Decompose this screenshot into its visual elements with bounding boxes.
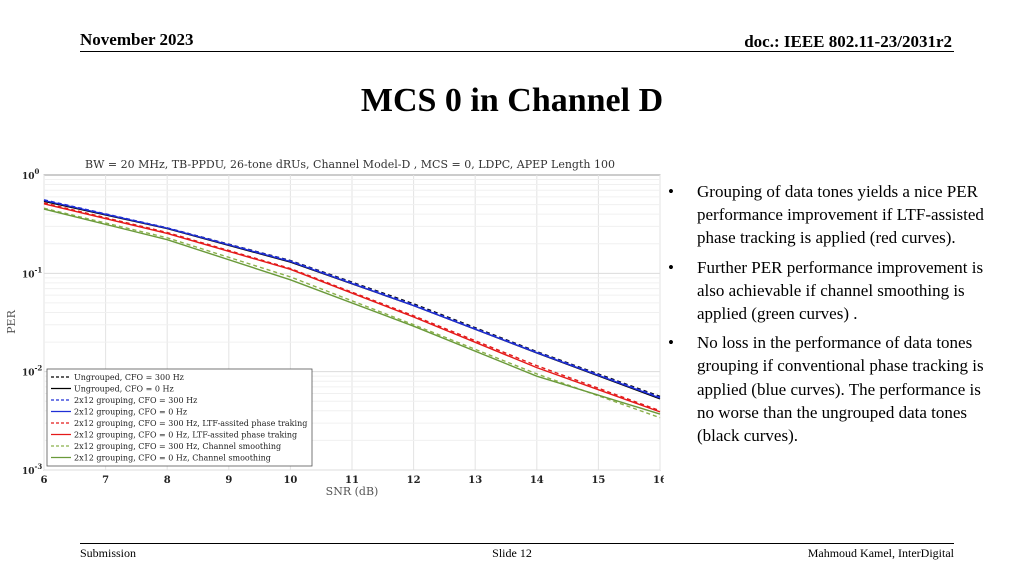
x-axis-ticks: 6 7 8 9 10 11 12 13 14 15 16 xyxy=(41,475,664,486)
x-tick-label: 12 xyxy=(407,475,421,486)
x-tick-label: 10 xyxy=(283,475,297,486)
series-line xyxy=(43,207,661,419)
x-tick-label: 15 xyxy=(591,475,605,486)
bullet-marker: • xyxy=(668,333,674,353)
bullet-item: • No loss in the performance of data ton… xyxy=(668,331,998,447)
header-date: November 2023 xyxy=(80,30,194,49)
bullet-marker: • xyxy=(668,182,674,201)
legend-label: 2x12 grouping, CFO = 0 Hz, Channel smoot… xyxy=(74,454,271,463)
y-axis-label: PER xyxy=(5,309,18,333)
legend: Ungrouped, CFO = 300 Hz Ungrouped, CFO = … xyxy=(46,368,313,467)
y-tick-label: 10-2 xyxy=(22,364,42,379)
x-tick-label: 11 xyxy=(345,475,359,486)
legend-label: 2x12 grouping, CFO = 300 Hz xyxy=(74,396,197,405)
x-tick-label: 13 xyxy=(468,475,482,486)
bullet-item: • Grouping of data tones yields a nice P… xyxy=(668,180,998,250)
bullet-text: No loss in the performance of data tones… xyxy=(697,333,984,446)
x-tick-label: 8 xyxy=(164,475,171,486)
legend-box xyxy=(46,368,313,467)
bullet-text: Further PER performance improvement is a… xyxy=(697,257,984,324)
series-line xyxy=(43,208,661,415)
footer-author: Mahmoud Kamel, InterDigital xyxy=(807,546,954,560)
footer-rule xyxy=(80,543,954,544)
x-tick-label: 14 xyxy=(530,475,544,486)
legend-label: Ungrouped, CFO = 0 Hz xyxy=(74,385,174,394)
y-tick-label: 100 xyxy=(22,167,40,182)
y-tick-label: 10-1 xyxy=(22,265,42,280)
chart-title: BW = 20 MHz, TB-PPDU, 26-tone dRUs, Chan… xyxy=(85,158,615,171)
footer-slide-number: Slide 12 xyxy=(492,546,532,560)
legend-label: 2x12 grouping, CFO = 300 Hz, Channel smo… xyxy=(74,442,281,451)
legend-label: 2x12 grouping, CFO = 300 Hz, LTF-assited… xyxy=(74,419,307,428)
slide-title: MCS 0 in Channel D xyxy=(360,82,664,119)
x-tick-label: 16 xyxy=(653,475,664,486)
series-layer xyxy=(43,199,661,419)
series-line xyxy=(43,199,661,399)
legend-label: 2x12 grouping, CFO = 0 Hz xyxy=(74,408,187,417)
y-axis-ticks: 100 10-1 10-2 10-3 xyxy=(22,167,42,477)
x-tick-label: 9 xyxy=(225,475,232,486)
x-tick-label: 7 xyxy=(102,475,109,486)
series-line xyxy=(43,203,661,413)
per-chart: BW = 20 MHz, TB-PPDU, 26-tone dRUs, Chan… xyxy=(5,158,664,498)
header-rule xyxy=(80,51,954,52)
footer-submission: Submission xyxy=(80,546,137,560)
x-axis-label: SNR (dB) xyxy=(326,485,379,498)
bullet-list: • Grouping of data tones yields a nice P… xyxy=(668,180,998,453)
legend-label: 2x12 grouping, CFO = 0 Hz, LTF-assited p… xyxy=(74,431,297,440)
y-tick-label: 10-3 xyxy=(22,462,42,477)
bullet-marker: • xyxy=(668,257,674,277)
x-tick-label: 6 xyxy=(41,475,48,486)
series-line xyxy=(43,202,661,412)
header-doc-id: doc.: IEEE 802.11-23/2031r2 xyxy=(744,32,952,51)
legend-label: Ungrouped, CFO = 300 Hz xyxy=(74,373,184,382)
bullet-text: Grouping of data tones yields a nice PER… xyxy=(697,182,984,248)
bullet-item: • Further PER performance improvement is… xyxy=(668,256,998,326)
